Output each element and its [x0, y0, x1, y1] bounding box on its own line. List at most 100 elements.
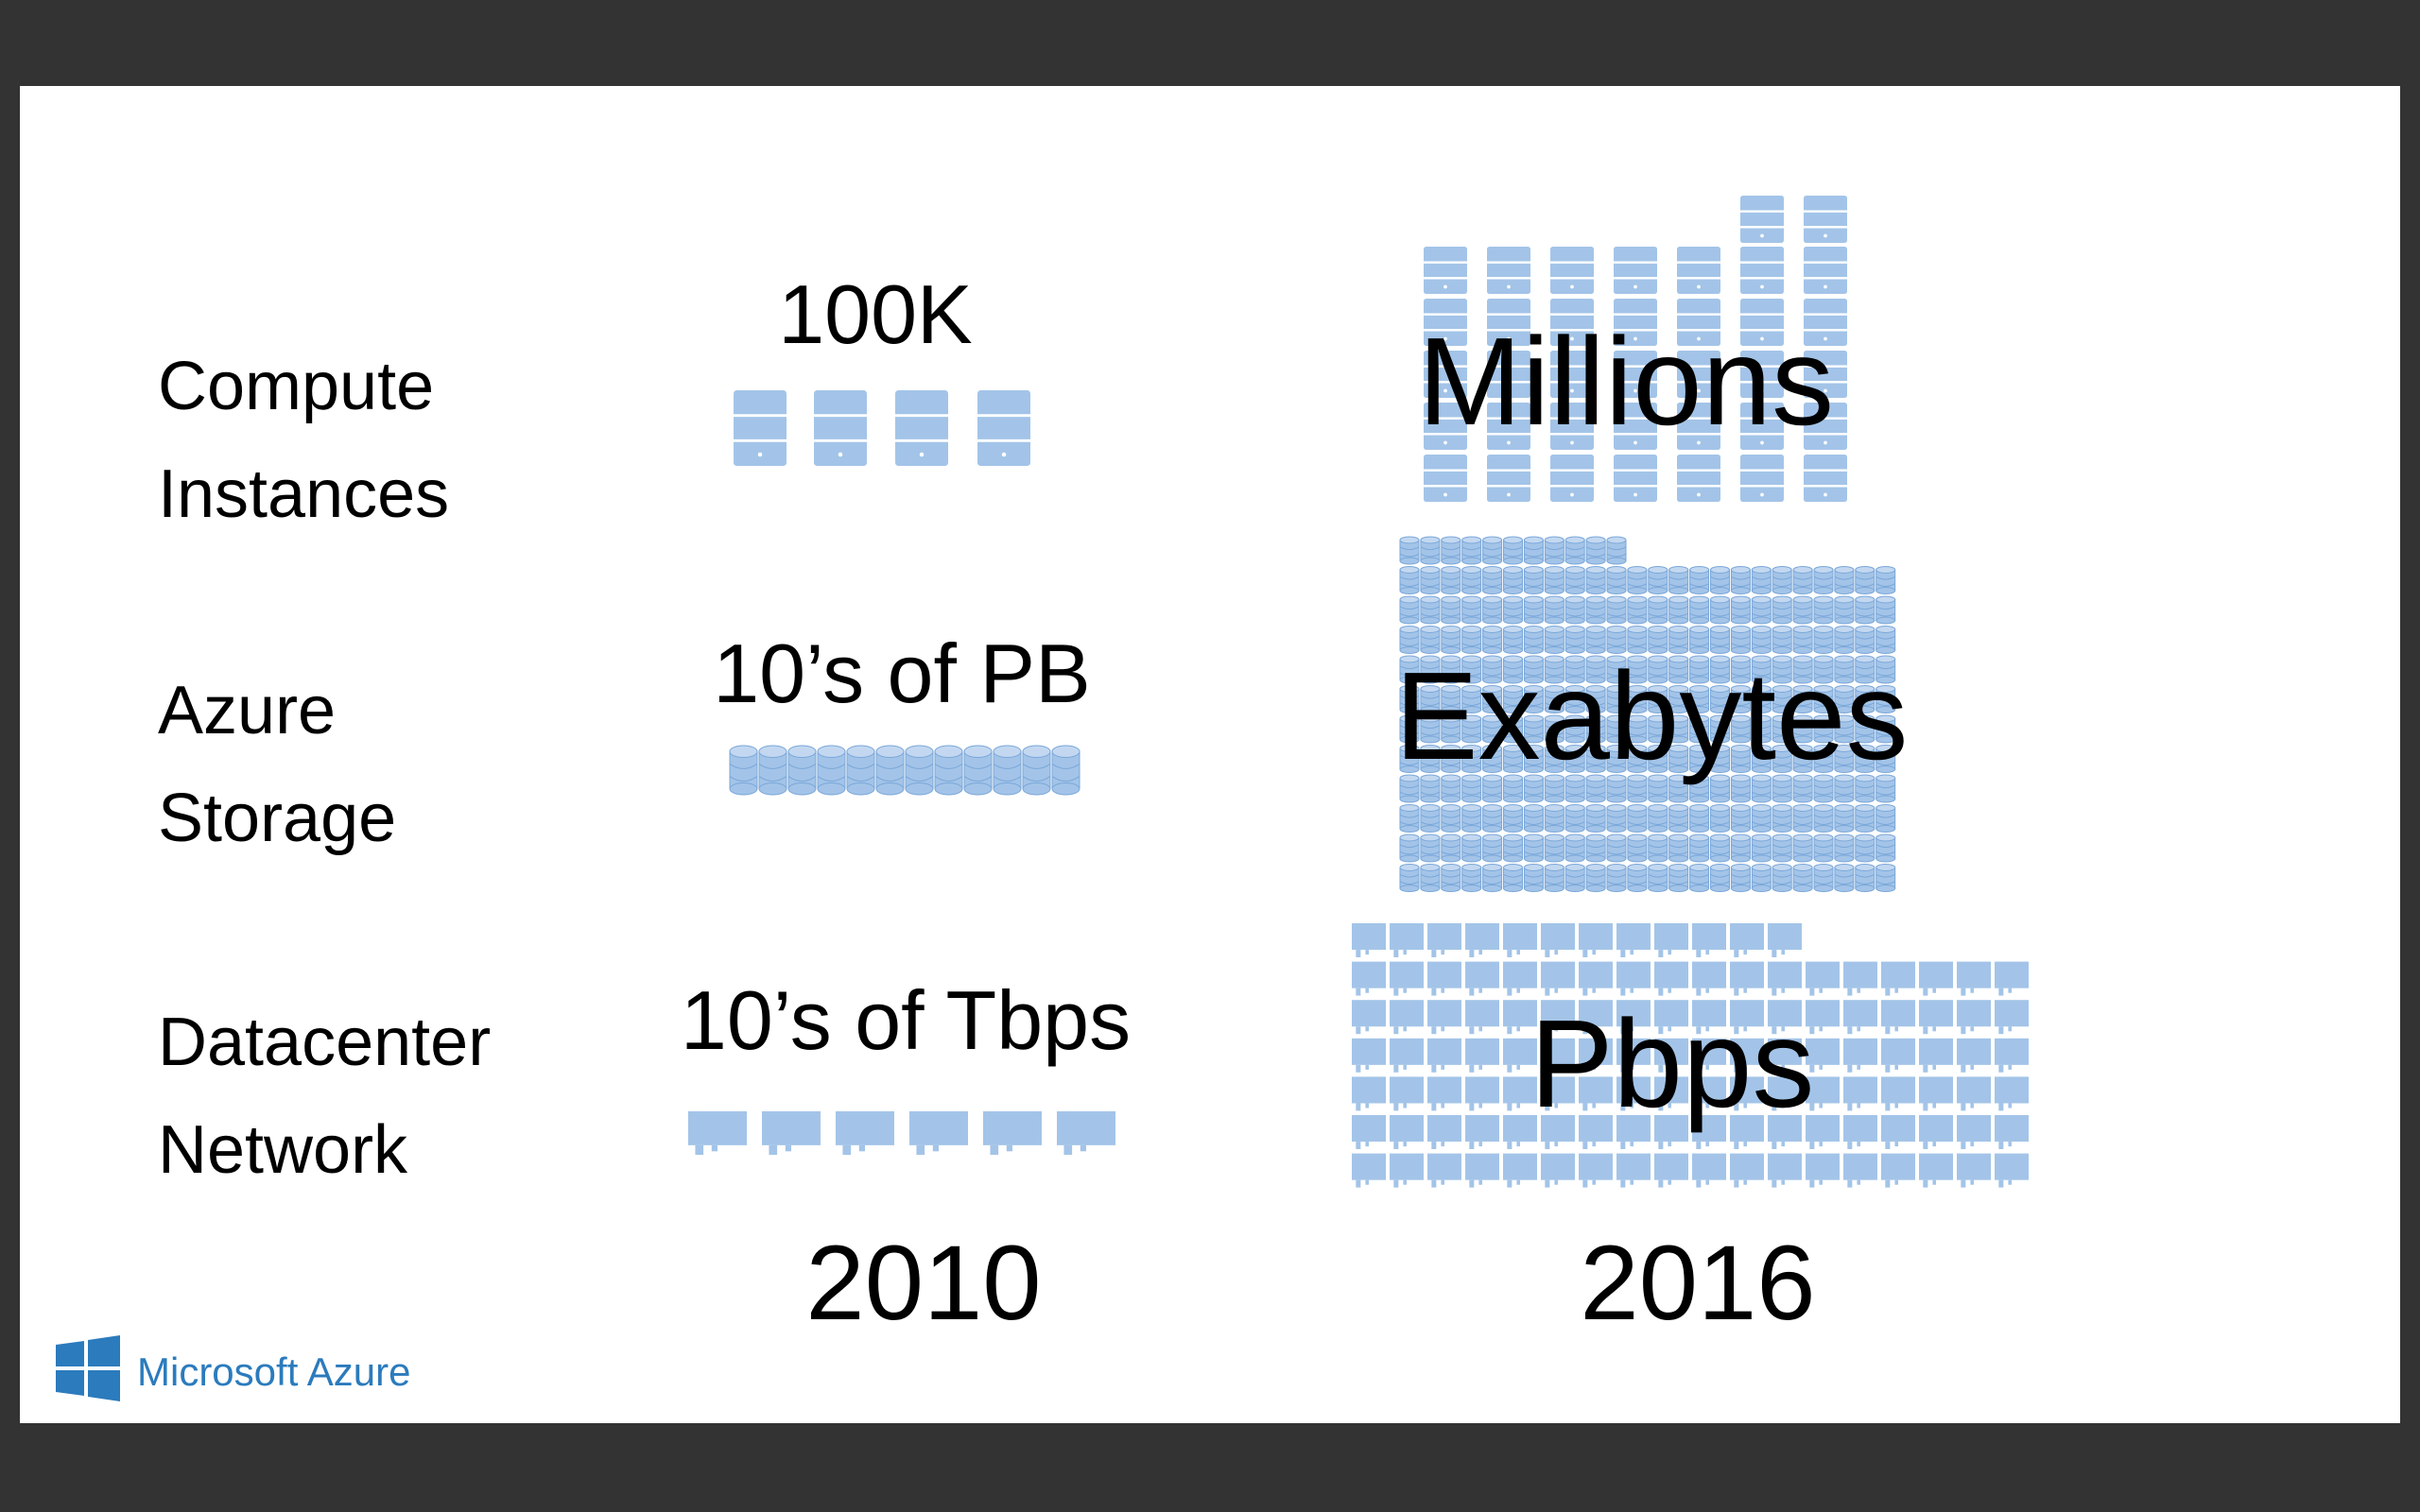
- storage-icon: [1503, 566, 1523, 595]
- storage-icon: [1627, 626, 1648, 655]
- storage-icon: [1461, 595, 1482, 625]
- network-icon: [1390, 1000, 1424, 1035]
- network-icon: [1806, 1076, 1840, 1111]
- storage-icon: [1627, 685, 1648, 714]
- network-icon: [1806, 1153, 1840, 1188]
- network-icon: [1579, 961, 1613, 996]
- storage-icon: [1420, 655, 1441, 684]
- network-icon: [1427, 1000, 1461, 1035]
- storage-icon: [1441, 833, 1461, 863]
- network-icon: [1579, 1000, 1613, 1035]
- network-icon: [1427, 1115, 1461, 1149]
- storage-icon: [1751, 595, 1772, 625]
- storage-icon: [1585, 804, 1606, 833]
- storage-icon: [1606, 626, 1627, 655]
- network-icon: [1881, 1115, 1915, 1149]
- storage-icon: [1813, 864, 1834, 893]
- storage-icon: [1834, 685, 1855, 714]
- storage-icon: [1813, 626, 1834, 655]
- storage-icon: [1523, 774, 1544, 803]
- value-2016: Millions: [1418, 312, 1834, 451]
- network-icon: [1768, 923, 1802, 957]
- storage-icon: [1627, 655, 1648, 684]
- storage-icon: [1399, 864, 1420, 893]
- storage-icon: [1523, 685, 1544, 714]
- storage-icon: [1523, 595, 1544, 625]
- storage-icon: [1792, 833, 1813, 863]
- storage-icon: [1585, 626, 1606, 655]
- server-icon: [1804, 299, 1847, 346]
- storage-icon: [1585, 774, 1606, 803]
- storage-icon: [1710, 745, 1730, 774]
- network-icon: [1616, 961, 1651, 996]
- network-icon: [1692, 961, 1726, 996]
- storage-icon: [1855, 566, 1876, 595]
- network-icon: [1881, 1000, 1915, 1035]
- network-icon: [1995, 1000, 2029, 1035]
- network-icon: [1352, 1000, 1386, 1035]
- network-icon: [1616, 1000, 1651, 1035]
- storage-icon: [1876, 833, 1896, 863]
- storage-icon: [1730, 804, 1751, 833]
- network-icon: [1919, 1038, 1953, 1073]
- server-icon: [1740, 299, 1784, 346]
- server-icon: [1804, 455, 1847, 502]
- storage-icon: [1503, 685, 1523, 714]
- storage-icon: [1772, 685, 1792, 714]
- network-icon: [1957, 961, 1991, 996]
- storage-icon: [1585, 864, 1606, 893]
- network-icon: [1616, 923, 1651, 957]
- network-icon: [1541, 1153, 1575, 1188]
- storage-icon: [1855, 833, 1876, 863]
- storage-icon: [1482, 655, 1503, 684]
- storage-icon: [1855, 685, 1876, 714]
- storage-icon: [1710, 685, 1730, 714]
- storage-icon: [1482, 626, 1503, 655]
- storage-icon: [1441, 774, 1461, 803]
- storage-icon: [1876, 626, 1896, 655]
- storage-icon: [1420, 685, 1441, 714]
- storage-icon: [1876, 774, 1896, 803]
- storage-icon: [1792, 566, 1813, 595]
- network-icon: [1465, 1038, 1499, 1073]
- network-icon: [1995, 1115, 2029, 1149]
- storage-icon: [1544, 655, 1564, 684]
- row-label: Datacenter: [158, 1005, 491, 1080]
- network-icon: [1057, 1111, 1115, 1155]
- storage-icon: [1730, 685, 1751, 714]
- storage-icon: [1648, 774, 1668, 803]
- storage-icon: [1585, 714, 1606, 744]
- storage-icon: [1668, 804, 1689, 833]
- storage-icon: [1523, 566, 1544, 595]
- server-icon: [1550, 247, 1594, 294]
- value-2010: 10’s of PB: [713, 627, 1091, 720]
- storage-icon: [1689, 864, 1710, 893]
- storage-icon: [1523, 745, 1544, 774]
- storage-icon: [1792, 864, 1813, 893]
- storage-icon: [1648, 595, 1668, 625]
- storage-icon: [1461, 566, 1482, 595]
- storage-icon: [787, 745, 817, 796]
- network-icon: [1881, 961, 1915, 996]
- storage-icon: [1730, 566, 1751, 595]
- storage-icon: [1606, 745, 1627, 774]
- storage-icon: [1585, 655, 1606, 684]
- storage-icon: [1544, 745, 1564, 774]
- row-label: Instances: [158, 456, 449, 532]
- storage-icon: [1834, 804, 1855, 833]
- network-icon: [1730, 1000, 1764, 1035]
- storage-icon: [1420, 536, 1441, 565]
- storage-icon: [1399, 626, 1420, 655]
- network-icon: [1503, 1038, 1537, 1073]
- server-icon: [1550, 455, 1594, 502]
- storage-icon: [1627, 566, 1648, 595]
- storage-icon: [1420, 833, 1441, 863]
- storage-icon: [1564, 626, 1585, 655]
- network-icon: [1768, 1076, 1802, 1111]
- network-icon: [1352, 961, 1386, 996]
- network-icon: [1427, 1038, 1461, 1073]
- storage-icon: [1544, 864, 1564, 893]
- server-icon: [1487, 455, 1530, 502]
- storage-icon: [1876, 745, 1896, 774]
